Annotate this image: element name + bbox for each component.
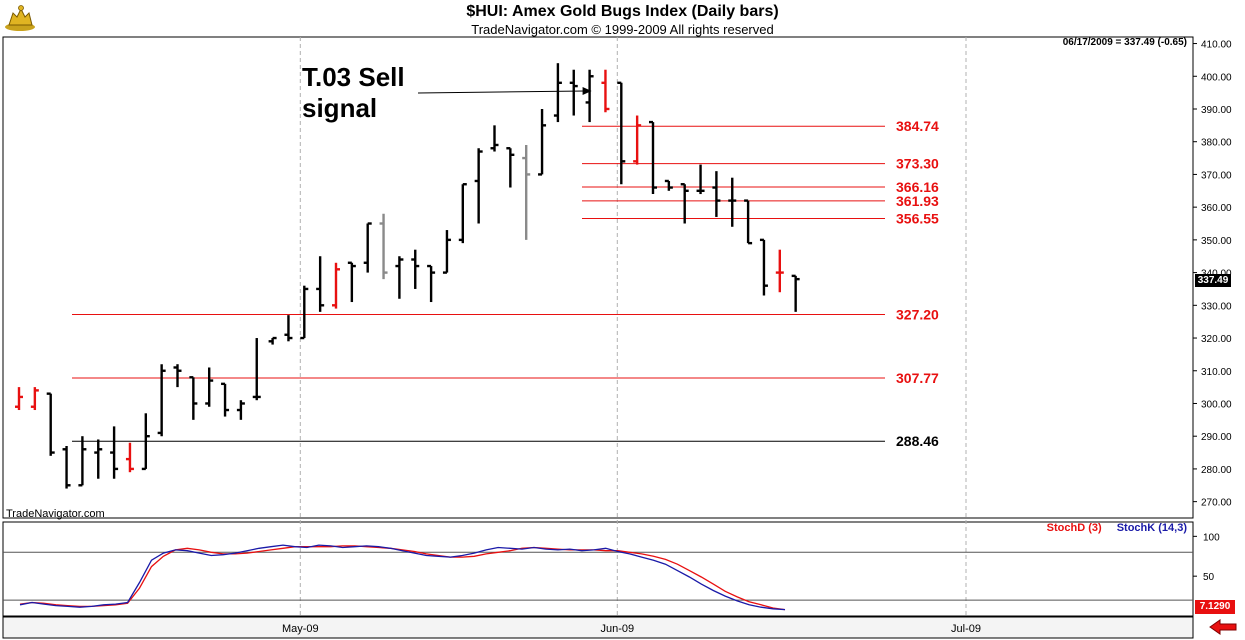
ohlc-bar: [569, 69, 578, 116]
stoch-y-tick-label: 50: [1203, 572, 1215, 583]
x-tick-label: Jun-09: [600, 623, 634, 635]
ohlc-bar: [633, 115, 642, 165]
watermark: TradeNavigator.com: [6, 508, 105, 520]
ohlc-bar: [110, 426, 119, 479]
back-arrow-icon[interactable]: [1208, 619, 1238, 635]
ohlc-bar: [236, 400, 245, 420]
y-tick-label: 360.00: [1201, 203, 1232, 214]
y-tick-label: 380.00: [1201, 138, 1232, 149]
last-price-label: 337.49: [1195, 274, 1231, 287]
annotation-text: T.03 Sell signal: [302, 62, 432, 124]
ohlc-bar: [696, 164, 705, 195]
stoch-k-legend: StochK (14,3): [1116, 522, 1187, 534]
ohlc-bar: [411, 249, 420, 289]
level-label: 356.55: [896, 210, 939, 226]
ohlc-bar: [173, 364, 182, 388]
ohlc-bar: [205, 367, 214, 407]
ohlc-bar: [316, 256, 325, 312]
ohlc-bar: [363, 222, 372, 273]
header-title: $HUI: Amex Gold Bugs Index (Daily bars): [466, 3, 779, 20]
ohlc-bar: [744, 199, 753, 245]
price-pane-frame: [2, 36, 1194, 519]
stoch-legend: StochD (3) StochK (14,3): [1047, 522, 1187, 534]
ohlc-bar: [458, 183, 467, 244]
y-tick-label: 320.00: [1201, 334, 1232, 345]
ohlc-bar: [141, 413, 150, 471]
ohlc-bar: [252, 338, 261, 401]
ohlc-bar: [94, 439, 103, 479]
ohlc-bar: [775, 249, 784, 293]
ohlc-bar: [553, 63, 562, 123]
ohlc-bar: [78, 436, 87, 487]
stoch-pane-frame: [2, 521, 1194, 617]
ohlc-bar: [728, 177, 737, 227]
y-tick-label: 370.00: [1201, 170, 1232, 181]
ohlc-bar: [189, 376, 198, 420]
x-tick-label: May-09: [282, 623, 319, 635]
x-tick-label: Jul-09: [951, 623, 981, 635]
stoch-d-legend: StochD (3): [1046, 522, 1102, 534]
ohlc-bar: [157, 364, 166, 437]
ohlc-bar: [538, 108, 547, 176]
ohlc-bar: [268, 336, 277, 345]
ohlc-bar: [379, 213, 388, 280]
ohlc-bar: [474, 148, 483, 224]
y-tick-label: 390.00: [1201, 105, 1232, 116]
ohlc-bar: [442, 230, 451, 274]
y-tick-label: 350.00: [1201, 236, 1232, 247]
y-tick-label: 270.00: [1201, 498, 1232, 509]
ohlc-bar: [506, 147, 515, 188]
y-tick-label: 400.00: [1201, 72, 1232, 83]
y-tick-label: 330.00: [1201, 301, 1232, 312]
level-label: 307.77: [896, 370, 939, 386]
ohlc-bar: [649, 120, 657, 195]
ohlc-bar: [332, 262, 340, 309]
stoch-y-tick-label: 100: [1203, 532, 1220, 543]
ohlc-bar: [347, 261, 356, 303]
y-tick-label: 410.00: [1201, 40, 1232, 51]
ohlc-bar: [62, 446, 71, 489]
gold-bull-logo-icon: [5, 5, 35, 31]
ohlc-bar: [759, 238, 768, 296]
ohlc-bar: [30, 387, 39, 411]
annotation-line1: T.03 Sell: [302, 62, 405, 92]
ohlc-bar: [284, 315, 293, 342]
level-label: 373.30: [896, 156, 939, 172]
ohlc-bar: [712, 171, 721, 217]
ohlc-bar: [664, 179, 673, 191]
ohlc-bar: [490, 125, 499, 152]
y-tick-label: 280.00: [1201, 465, 1232, 476]
ohlc-bar: [300, 285, 309, 340]
annotation-line2: signal: [302, 93, 378, 123]
ohlc-bar: [791, 274, 800, 312]
ohlc-bar: [46, 392, 55, 456]
ohlc-bar: [680, 183, 689, 224]
y-tick-label: 300.00: [1201, 399, 1232, 410]
stoch-series-line: [19, 545, 786, 611]
level-label: 384.74: [896, 118, 939, 134]
ohlc-bar: [601, 69, 610, 113]
stoch-series-line: [19, 544, 786, 611]
ohlc-bar: [617, 81, 626, 185]
ohlc-bar: [585, 69, 594, 123]
ohlc-bar: [522, 144, 531, 240]
annotation-arrow-line: [417, 90, 586, 94]
level-label: 361.93: [896, 193, 939, 209]
ohlc-bar: [125, 442, 134, 473]
ohlc-bar: [15, 387, 23, 411]
header-subtitle: TradeNavigator.com © 1999-2009 All right…: [471, 22, 774, 37]
price-readout: 06/17/2009 = 337.49 (-0.65): [1062, 37, 1187, 48]
ohlc-bar: [221, 382, 230, 417]
annotation-arrow-head: [582, 86, 592, 95]
y-tick-label: 310.00: [1201, 367, 1232, 378]
level-label: 327.20: [896, 306, 939, 322]
ohlc-bar: [395, 256, 404, 299]
x-axis-strip: [2, 616, 1194, 639]
y-tick-label: 290.00: [1201, 432, 1232, 443]
stoch-value-label: 7.1290: [1195, 600, 1235, 614]
level-label: 288.46: [896, 433, 939, 449]
ohlc-bar: [427, 264, 436, 303]
level-label: 366.16: [896, 179, 939, 195]
